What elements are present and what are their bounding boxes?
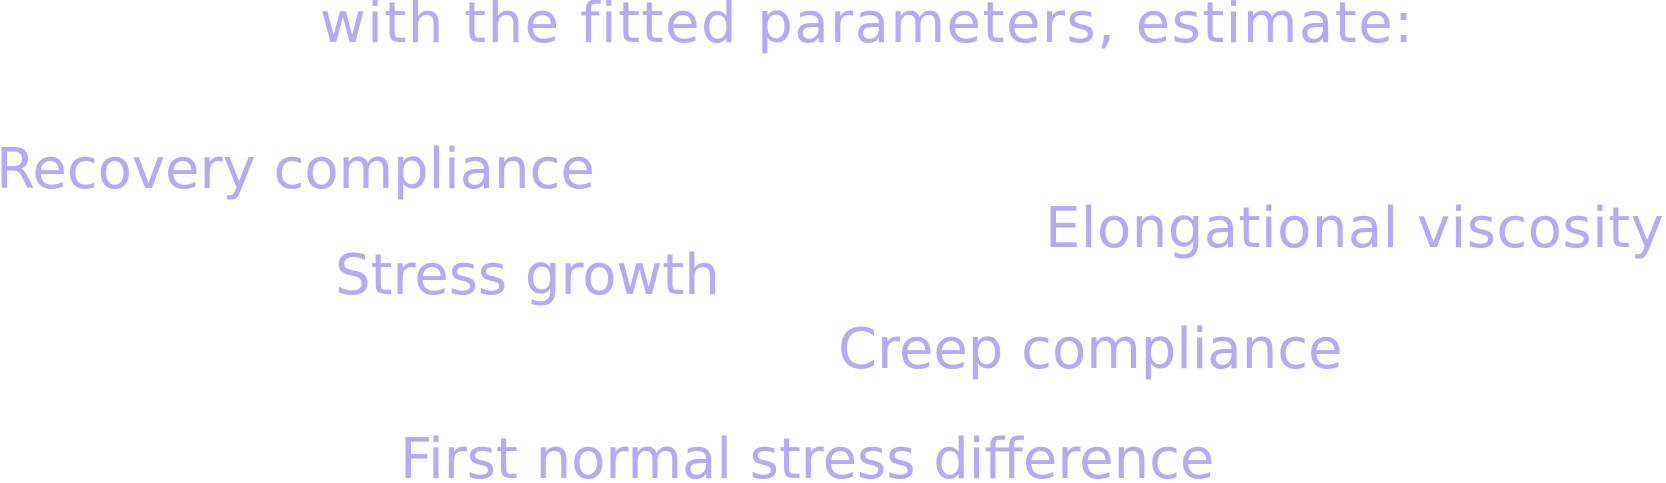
term-stress-growth: Stress growth [335,243,720,308]
term-creep-compliance: Creep compliance [838,317,1343,382]
prompt-heading: with the fitted parameters, estimate: [320,0,1415,56]
term-first-normal-stress-difference: First normal stress difference [400,427,1215,483]
term-elongational-viscosity: Elongational viscosity [1045,196,1665,261]
term-recovery-compliance: Recovery compliance [0,137,595,202]
